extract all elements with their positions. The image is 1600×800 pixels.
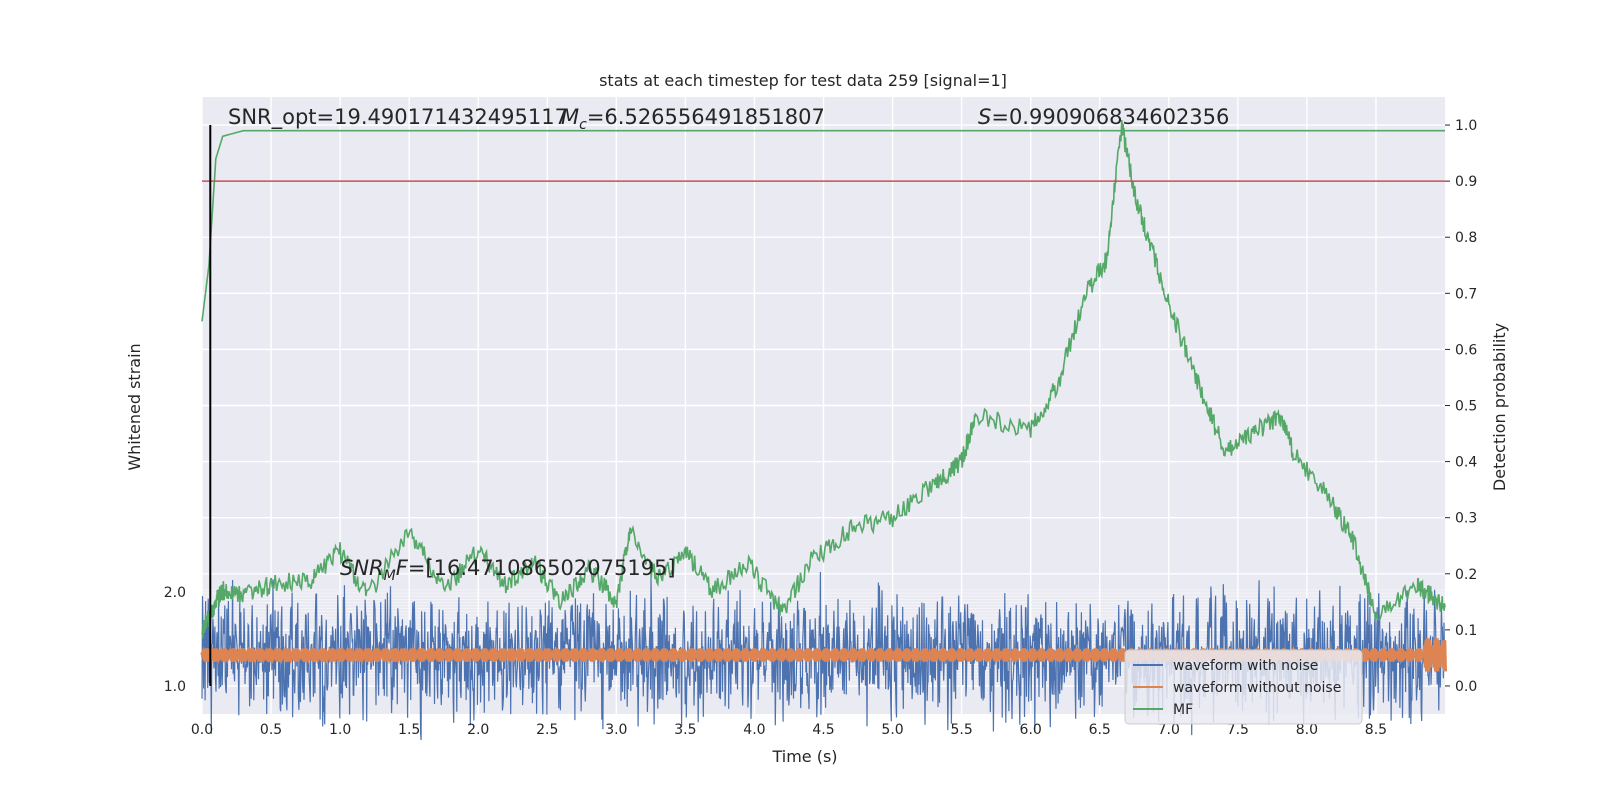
x-axis-ticks: 0.0 0.5 1.0 1.5 2.0 2.5 3.0 3.5 4.0 4.5 5.0 5.5 6.0 6…	[191, 722, 1387, 738]
mf-line	[201, 129, 1445, 322]
x-tick-label: 4.0	[743, 722, 765, 738]
y-right-tick-label: 1.0	[1455, 118, 1477, 134]
y-left-tick-bottom: 1.0	[164, 679, 186, 695]
x-tick-label: 2.5	[536, 722, 558, 738]
x-tick-label: 8.5	[1365, 722, 1387, 738]
y-axis-left-ticks: 2.0 1.0	[164, 585, 186, 695]
x-tick-label: 7.0	[1158, 722, 1180, 738]
x-tick-label: 2.0	[467, 722, 489, 738]
y-right-tick-label: 0.5	[1455, 399, 1477, 415]
mc-annotation: Mc=6.526556491851807	[561, 105, 825, 133]
x-tick-label: 6.5	[1089, 722, 1111, 738]
legend-label-noise: waveform with noise	[1173, 658, 1318, 674]
y-right-tick-label: 0.7	[1455, 286, 1477, 302]
x-tick-label: 5.0	[881, 722, 903, 738]
x-tick-label: 8.0	[1296, 722, 1318, 738]
x-tick-label: 0.0	[191, 722, 213, 738]
legend-label-clean: waveform without noise	[1173, 680, 1341, 696]
y-right-tick-label: 0.3	[1455, 511, 1477, 527]
snr-mf-value: =[16.471086502075195]	[408, 556, 676, 580]
legend-label-mf: MF	[1173, 702, 1193, 718]
snr-opt-annotation: SNR_opt=19.490171432495117	[228, 105, 568, 130]
y-axis-right-label: Detection probability	[1490, 323, 1509, 491]
mc-subscript: c	[579, 117, 587, 133]
x-tick-label: 4.5	[812, 722, 834, 738]
s-value: =0.990906834602356	[991, 105, 1229, 129]
mc-value: =6.526556491851807	[587, 105, 825, 129]
y-axis-right-ticks: 0.0 0.1 0.2 0.3 0.4 0.5 0.6 0.7 0.8 0.9 1.0	[1445, 118, 1477, 695]
mf-series	[201, 119, 1446, 639]
x-tick-label: 1.0	[329, 722, 351, 738]
legend: waveform with noise waveform without noi…	[1124, 649, 1363, 725]
y-right-tick-label: 0.1	[1455, 623, 1477, 639]
y-right-tick-label: 0.4	[1455, 455, 1477, 471]
x-tick-label: 3.5	[674, 722, 696, 738]
y-left-tick-top: 2.0	[164, 585, 186, 601]
x-tick-label: 1.5	[398, 722, 420, 738]
x-tick-label: 7.5	[1227, 722, 1249, 738]
s-annotation: S=0.990906834602356	[978, 105, 1229, 129]
y-right-tick-label: 0.2	[1455, 567, 1477, 583]
x-tick-label: 0.5	[260, 722, 282, 738]
snr-mf-suffix: F	[396, 556, 409, 580]
snr-mf-annotation: SNRMF=[16.471086502075195]	[340, 556, 676, 584]
x-axis-label: Time (s)	[771, 747, 837, 766]
x-tick-label: 6.0	[1020, 722, 1042, 738]
s-prefix: S	[978, 105, 991, 129]
y-axis-left-label: Whitened strain	[125, 343, 144, 470]
snr-mf-subscript: M	[384, 568, 396, 584]
waveform-without-noise-series	[200, 638, 1447, 672]
x-tick-label: 5.5	[950, 722, 972, 738]
clean-waveform-line	[200, 638, 1447, 672]
y-right-tick-label: 0.0	[1455, 679, 1477, 695]
x-tick-label: 3.0	[605, 722, 627, 738]
y-right-tick-label: 0.6	[1455, 342, 1477, 358]
mc-prefix: M	[561, 105, 579, 129]
mf-walk-line	[201, 119, 1446, 639]
chart-title: stats at each timestep for test data 259…	[599, 71, 1007, 90]
y-right-tick-label: 0.9	[1455, 174, 1477, 190]
y-right-tick-label: 0.8	[1455, 230, 1477, 246]
legend-box	[1124, 649, 1363, 725]
snr-mf-prefix: SNR	[340, 556, 384, 580]
